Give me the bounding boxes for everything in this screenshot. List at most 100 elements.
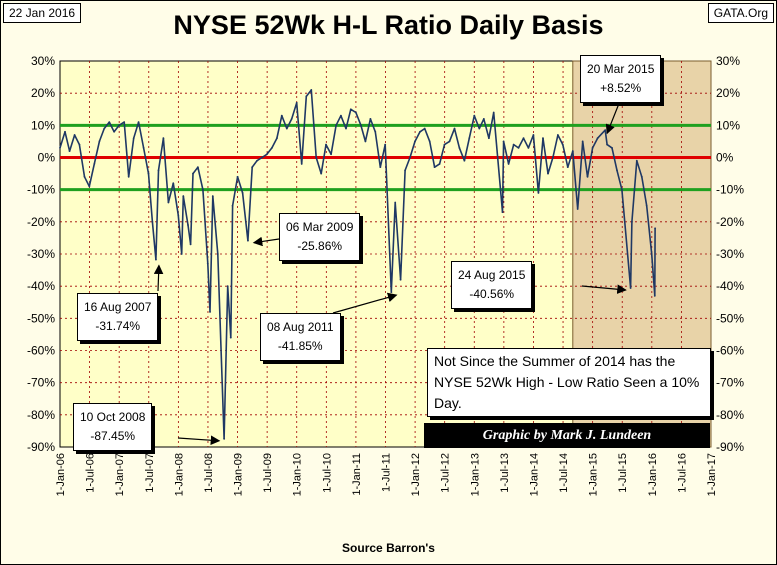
data-point [295,101,298,104]
y-tick-label: 0% [38,151,56,165]
data-point [137,121,140,124]
x-tick-label: 1-Jul-14 [558,453,570,493]
data-point [209,311,211,313]
data-point [468,137,471,140]
data-point [349,108,352,111]
x-tick-label: 1-Jan-17 [706,453,718,496]
x-tick-label: 1-Jul-11 [381,453,393,492]
data-point [458,146,461,149]
data-point [650,253,653,255]
data-point [223,437,226,440]
data-point [645,204,648,207]
y-tick-label: -50% [27,311,55,325]
series-layer [59,89,657,440]
data-point [566,166,569,169]
data-point [340,114,342,117]
x-tick-label: 1-Jul-13 [499,453,511,493]
callout-date: 06 Mar 2009 [286,220,354,234]
chart-title: NYSE 52Wk H-L Ratio Daily Basis [173,10,604,40]
data-point [290,118,293,120]
data-point [180,253,183,255]
data-point [177,214,180,217]
callout-arrow [153,264,164,292]
callout-date: 24 Aug 2015 [458,268,526,282]
x-axis-label: Source Barron's [342,541,435,555]
data-point [229,336,232,339]
callout-oct-2008: 10 Oct 2008 -87.45% [73,403,153,451]
data-point [653,294,656,297]
data-point [576,208,579,210]
data-point [236,175,239,178]
callout-value: -31.74% [95,319,141,333]
data-point [369,118,372,120]
x-tick-label: 1-Jul-15 [617,453,629,493]
callout-date: 08 Aug 2011 [267,320,334,334]
data-point [527,146,530,149]
data-point [501,211,504,214]
data-point [162,137,165,140]
data-point [433,166,436,169]
data-point [325,143,327,146]
y-tick-label: -30% [716,247,744,261]
data-point [256,159,258,162]
x-tick-label: 1-Jul-06 [85,453,97,493]
data-point [517,146,520,149]
data-point [551,156,554,159]
data-point [419,130,421,133]
data-point [202,188,204,191]
y-tick-label: -60% [716,344,744,358]
y-tick-label: -80% [716,408,744,422]
data-point [611,146,613,149]
data-point [390,291,393,294]
x-tick-label: 1-Jan-15 [588,453,600,496]
data-point [482,118,485,120]
callout-aug-2015: 24 Aug 2015 -40.56% [451,261,533,309]
data-point [231,204,234,207]
data-point [379,166,382,169]
data-point [487,137,490,140]
data-point [631,220,633,223]
callout-date: 20 Mar 2015 [587,62,655,76]
callout-date: 10 Oct 2008 [80,410,146,424]
data-point [167,201,170,204]
y-tick-label: -70% [716,376,744,390]
x-tick-label: 1-Jul-16 [676,453,688,493]
callout-arrow [252,236,280,247]
data-point [547,172,549,175]
data-point [629,287,632,289]
data-point [591,146,594,149]
y-tick-label: -50% [716,311,744,325]
x-tick-label: 1-Jul-07 [144,453,156,493]
data-point [542,137,544,140]
callout-mar-2015: 20 Mar 2015 +8.52% [580,55,662,103]
data-point [305,95,308,98]
x-tick-label: 1-Jan-09 [233,453,245,496]
data-point [604,129,607,131]
data-point [522,137,525,140]
y-tick-label: 20% [31,86,55,100]
y-tick-label: 10% [31,118,55,132]
data-point [241,191,244,194]
data-point [330,153,332,156]
data-point [507,163,510,165]
y-tick-label: -40% [27,279,55,293]
callout-arrows [153,100,627,446]
data-point [211,195,214,198]
data-point [581,140,584,143]
callout-mar-2009: 06 Mar 2009 -25.86% [279,213,361,261]
callout-aug-2007: 16 Aug 2007 -31.74% [77,293,159,341]
x-tick-label: 1-Jul-12 [440,453,452,493]
callout-value: -87.45% [90,429,136,443]
data-point [654,227,657,230]
x-tick-label: 1-Jan-06 [55,453,67,496]
y-axis-right: 30% 20% 10% 0% -10% -20% -30% -40% -50% -60% -70% -… [716,54,744,454]
callout-value: -41.85% [277,339,323,353]
data-point [409,156,411,159]
data-point [423,127,426,130]
y-tick-label: -80% [27,408,55,422]
data-point [428,140,431,143]
data-point [478,127,481,130]
callout-aug-2011: 08 Aug 2011 -41.85% [260,313,341,361]
data-point [335,124,337,127]
x-tick-label: 1-Jan-14 [528,453,540,496]
